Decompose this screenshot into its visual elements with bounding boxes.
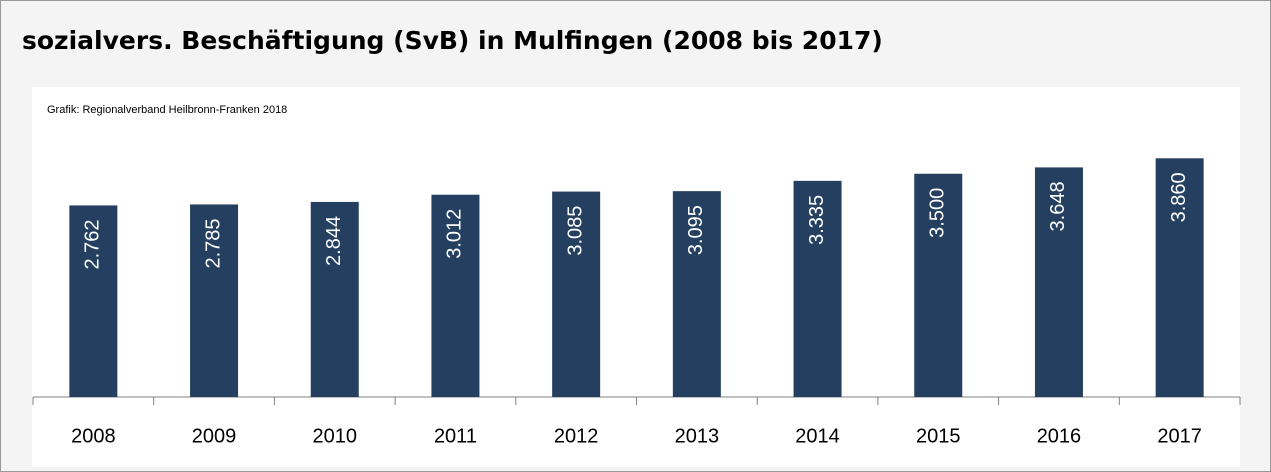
data-label: 2.785	[202, 218, 224, 268]
bar	[793, 180, 842, 397]
bar	[310, 201, 359, 397]
chart-title: sozialvers. Beschäftigung (SvB) in Mulfi…	[22, 26, 883, 55]
data-label: 3.500	[927, 188, 949, 238]
x-tick-label: 2013	[675, 425, 720, 447]
bar	[672, 191, 721, 397]
bar	[69, 205, 118, 397]
x-tick-label: 2016	[1037, 425, 1082, 447]
data-label: 3.085	[564, 206, 586, 256]
data-label: 2.762	[82, 219, 104, 269]
bar	[431, 194, 480, 397]
x-tick-label: 2015	[916, 425, 961, 447]
data-label: 2.844	[323, 216, 345, 266]
bar	[190, 204, 239, 397]
data-label: 3.095	[685, 205, 707, 255]
bar	[1034, 167, 1083, 397]
x-tick-label: 2010	[313, 425, 358, 447]
bar	[1155, 158, 1204, 397]
x-tick-label: 2012	[554, 425, 599, 447]
x-tick-label: 2014	[795, 425, 840, 447]
chart-subtitle: Grafik: Regionalverband Heilbronn-Franke…	[47, 104, 287, 116]
data-label: 3.860	[1168, 172, 1190, 222]
data-label: 3.012	[444, 209, 466, 259]
x-tick-label: 2009	[192, 425, 237, 447]
bar	[552, 191, 601, 397]
x-tick-label: 2008	[71, 425, 116, 447]
data-label: 3.648	[1047, 181, 1069, 231]
x-tick-label: 2017	[1157, 425, 1202, 447]
x-tick-label: 2011	[434, 425, 477, 447]
data-label: 3.335	[806, 195, 828, 245]
bar	[914, 173, 963, 397]
